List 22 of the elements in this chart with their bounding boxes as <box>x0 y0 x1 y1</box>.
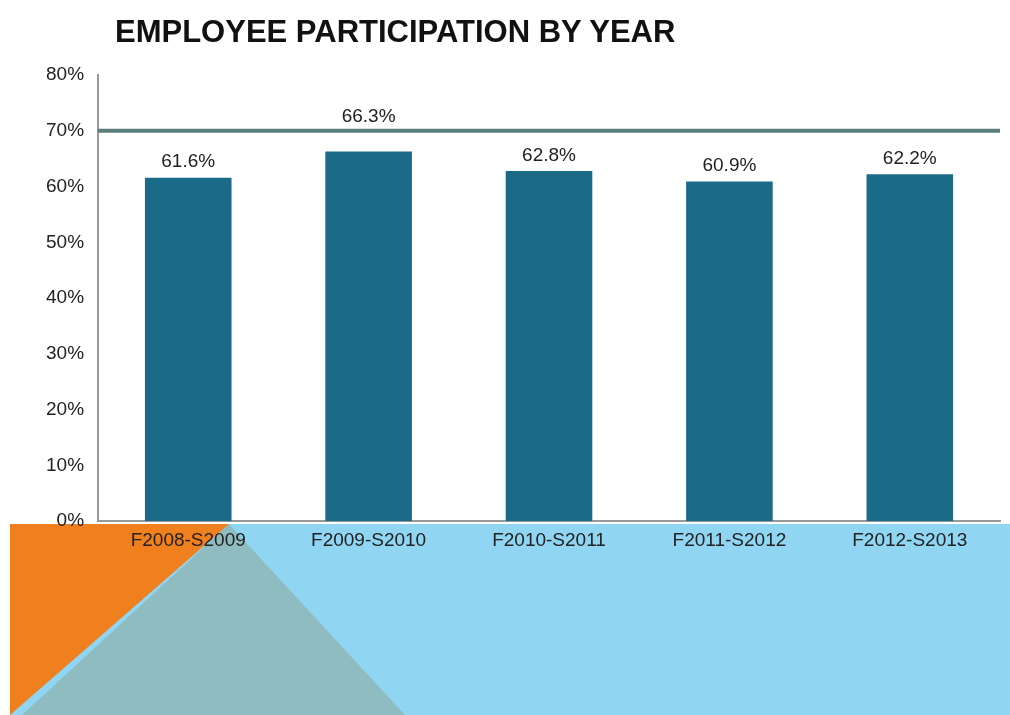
data-label: 61.6% <box>161 150 216 172</box>
bar <box>505 170 593 522</box>
y-tick-label: 10% <box>46 453 85 475</box>
x-tick-label: F2011-S2012 <box>672 528 787 550</box>
y-tick-label: 40% <box>46 286 85 308</box>
x-tick-label: F2012-S2013 <box>852 528 968 550</box>
y-tick-label: 80% <box>46 63 85 85</box>
bar <box>325 151 412 522</box>
bar <box>686 181 773 522</box>
y-tick-label: 60% <box>46 174 85 196</box>
x-tick-label: F2010-S2011 <box>492 528 606 550</box>
bar <box>866 174 954 522</box>
y-tick-label: 70% <box>46 119 85 141</box>
x-tick-label: F2009-S2010 <box>311 528 427 550</box>
data-label: 62.8% <box>522 143 577 165</box>
y-tick-label: 20% <box>46 397 85 419</box>
data-label: 62.2% <box>882 147 937 169</box>
y-tick-label: 50% <box>46 230 85 252</box>
chart-title: EMPLOYEE PARTICIPATION BY YEAR <box>115 14 676 50</box>
data-label: 60.9% <box>702 154 757 176</box>
y-tick-label: 30% <box>46 342 85 364</box>
data-label: 66.3% <box>341 104 396 126</box>
